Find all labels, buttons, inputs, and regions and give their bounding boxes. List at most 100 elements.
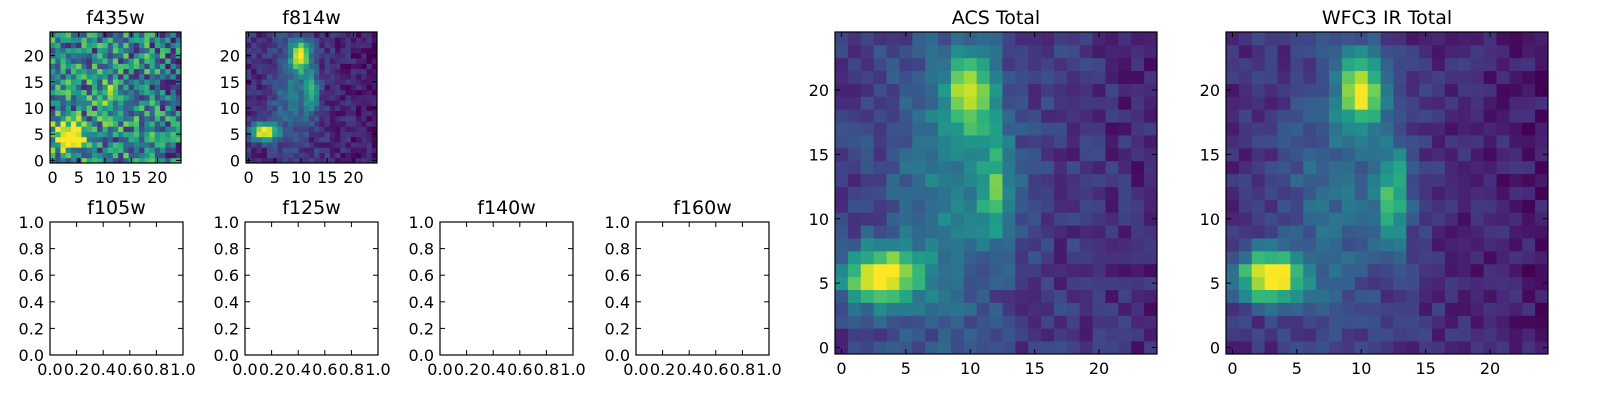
pixel-cell bbox=[938, 341, 952, 355]
pixel-cell bbox=[251, 142, 257, 148]
pixel-cell bbox=[335, 37, 341, 43]
pixel-cell bbox=[1354, 328, 1369, 342]
pixel-cell bbox=[1277, 250, 1291, 265]
pixel-cell bbox=[170, 157, 177, 164]
pixel-cell bbox=[1522, 212, 1536, 226]
pixel-cell bbox=[912, 147, 926, 162]
pixel-cell bbox=[123, 32, 129, 38]
pixel-cell bbox=[1432, 263, 1446, 278]
pixel-cell bbox=[144, 42, 150, 49]
pixel-cell bbox=[1066, 341, 1081, 355]
pixel-cell bbox=[123, 100, 129, 106]
pixel-cell bbox=[149, 100, 156, 106]
pixel-cell bbox=[175, 58, 182, 64]
pixel-cell bbox=[899, 173, 913, 187]
pixel-cell bbox=[65, 32, 72, 38]
pixel-cell bbox=[1079, 57, 1093, 72]
pixel-cell bbox=[1226, 96, 1240, 110]
pixel-cell bbox=[1277, 160, 1291, 175]
pixel-cell bbox=[102, 136, 109, 143]
pixel-cell bbox=[1015, 199, 1029, 213]
pixel-cell bbox=[899, 96, 913, 110]
pixel-cell bbox=[298, 58, 305, 64]
pixel-cell bbox=[107, 136, 114, 143]
pixel-cell bbox=[128, 73, 135, 80]
panel-title: f105w bbox=[87, 197, 146, 219]
pixel-cell bbox=[1522, 147, 1536, 162]
y-tick-label: 0.0 bbox=[19, 346, 44, 365]
pixel-cell bbox=[55, 89, 61, 96]
pixel-cell bbox=[308, 147, 315, 153]
pixel-cell bbox=[1028, 289, 1042, 303]
pixel-cell bbox=[324, 152, 331, 159]
pixel-cell bbox=[356, 42, 362, 49]
pixel-cell bbox=[60, 147, 67, 153]
pixel-cell bbox=[860, 186, 875, 200]
pixel-cell bbox=[1535, 225, 1549, 239]
pixel-cell bbox=[1354, 147, 1369, 162]
pixel-cell bbox=[1264, 70, 1278, 84]
pixel-cell bbox=[1380, 83, 1394, 97]
pixel-cell bbox=[1015, 263, 1029, 278]
pixel-cell bbox=[912, 135, 926, 149]
pixel-cell bbox=[1079, 199, 1093, 213]
pixel-cell bbox=[356, 147, 362, 153]
pixel-cell bbox=[160, 152, 166, 159]
pixel-cell bbox=[76, 100, 82, 106]
pixel-cell bbox=[324, 126, 331, 132]
pixel-cell bbox=[256, 79, 263, 85]
pixel-cell bbox=[886, 147, 900, 162]
pixel-cell bbox=[298, 136, 305, 143]
pixel-cell bbox=[65, 121, 72, 127]
pixel-cell bbox=[1105, 96, 1119, 110]
pixel-cell bbox=[160, 142, 166, 148]
pixel-cell bbox=[1419, 263, 1433, 278]
pixel-cell bbox=[847, 122, 862, 136]
pixel-cell bbox=[1329, 32, 1343, 46]
pixel-cell bbox=[963, 238, 978, 252]
pixel-cell bbox=[133, 110, 140, 117]
pixel-cell bbox=[123, 37, 129, 43]
pixel-cell bbox=[1509, 147, 1523, 162]
pixel-cell bbox=[1092, 122, 1106, 136]
pixel-cell bbox=[319, 136, 325, 143]
pixel-cell bbox=[102, 105, 109, 111]
pixel-cell bbox=[81, 58, 88, 64]
pixel-cell bbox=[1028, 263, 1042, 278]
pixel-cell bbox=[1354, 83, 1369, 97]
pixel-cell bbox=[938, 173, 952, 187]
pixel-cell bbox=[925, 315, 939, 329]
pixel-cell bbox=[1367, 109, 1381, 123]
pixel-cell bbox=[335, 32, 341, 38]
pixel-cell bbox=[139, 47, 145, 54]
pixel-cell bbox=[912, 199, 926, 213]
pixel-cell bbox=[118, 100, 124, 106]
pixel-cell bbox=[350, 73, 357, 80]
pixel-cell bbox=[989, 44, 1003, 59]
pixel-cell bbox=[350, 152, 357, 159]
pixel-cell bbox=[950, 250, 965, 265]
pixel-cell bbox=[1105, 57, 1119, 72]
pixel-cell bbox=[50, 115, 56, 122]
pixel-cell bbox=[1041, 289, 1055, 303]
pixel-cell bbox=[314, 142, 320, 148]
pixel-cell bbox=[1238, 289, 1253, 303]
pixel-cell bbox=[860, 238, 875, 252]
pixel-cell bbox=[371, 73, 378, 80]
pixel-cell bbox=[1144, 147, 1158, 162]
pixel-cell bbox=[1303, 96, 1317, 110]
pixel-cell bbox=[925, 276, 939, 290]
pixel-cell bbox=[65, 47, 72, 54]
pixel-cell bbox=[366, 105, 373, 111]
pixel-cell bbox=[1522, 328, 1536, 342]
pixel-cell bbox=[1079, 109, 1093, 123]
pixel-cell bbox=[107, 47, 114, 54]
pixel-cell bbox=[835, 83, 849, 97]
pixel-cell bbox=[345, 147, 352, 153]
pixel-cell bbox=[1496, 238, 1510, 252]
pixel-cell bbox=[1092, 160, 1106, 175]
pixel-cell bbox=[144, 157, 150, 164]
pixel-cell bbox=[175, 121, 182, 127]
pixel-cell bbox=[277, 142, 284, 148]
